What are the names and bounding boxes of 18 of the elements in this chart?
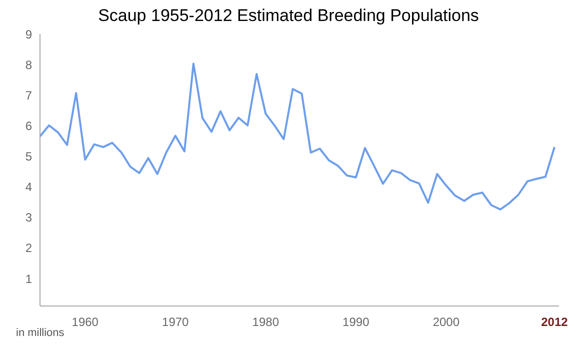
x-tick-label: 2012 [541, 315, 568, 329]
y-tick-label: 3 [25, 210, 32, 225]
y-tick-label: 6 [25, 118, 32, 133]
x-tick-label: 2000 [432, 315, 460, 329]
x-tick-label: 1980 [252, 315, 280, 329]
y-tick-label: 1 [25, 272, 32, 286]
text: in millions [16, 327, 64, 339]
x-tick-label: 1990 [342, 315, 370, 329]
y-tick-label: 9 [25, 27, 32, 42]
y-tick-label: 5 [25, 150, 32, 164]
y-tick-label: 2 [25, 241, 32, 256]
chart-title: Scaup 1955-2012 Estimated Breeding Populations [97, 6, 480, 26]
y-tick-label: 4 [25, 180, 32, 194]
line-series [40, 62, 556, 210]
y-tick-label: 8 [25, 58, 32, 72]
x-tick-label: 1970 [162, 315, 190, 329]
y-tick-label: 7 [25, 88, 32, 102]
x-tick-label: 1960 [72, 315, 99, 329]
